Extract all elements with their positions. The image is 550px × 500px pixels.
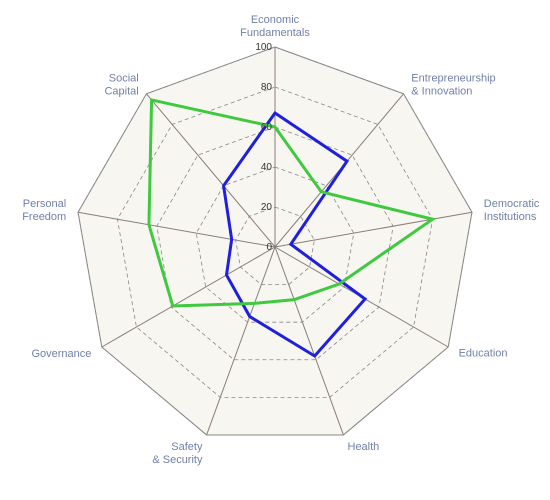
axis-label-line: Democratic	[484, 198, 540, 210]
axis-spoke	[274, 246, 344, 436]
tick-label: 100	[255, 42, 272, 53]
axis-label-line: Education	[459, 348, 508, 360]
grid-ring	[235, 206, 315, 285]
axis-spoke	[101, 246, 276, 348]
tick-label: 60	[261, 122, 273, 133]
tick-label: 80	[261, 82, 273, 93]
series-layer	[147, 98, 437, 358]
axis-label-line: Social	[109, 73, 139, 85]
series-line-1	[222, 110, 368, 358]
axis-label-line: Personal	[23, 198, 66, 210]
axis-label: Safety & Security	[152, 441, 203, 466]
axis-label-line: & Innovation	[411, 86, 472, 98]
axis-label-line: Economic	[251, 14, 300, 26]
axis-label-line: Freedom	[22, 211, 66, 223]
axis-label: Social Capital	[104, 73, 138, 98]
grid-ring	[195, 166, 355, 323]
tick-label: 20	[261, 202, 273, 213]
tick-layer: 0 20 40 60 80 100	[255, 42, 272, 253]
axis-label: Personal Freedom	[22, 198, 66, 223]
axis-label: Governance	[31, 348, 91, 360]
series-line-2	[147, 98, 437, 308]
axis-label-line: Fundamentals	[240, 27, 310, 39]
axis-label: Health	[348, 441, 380, 453]
axis-label: Education	[459, 348, 508, 360]
tick-label: 40	[261, 162, 273, 173]
grid-ring-outer	[77, 46, 473, 436]
axis-spoke	[146, 93, 276, 248]
axis-spoke	[77, 211, 276, 248]
axis-label-line: Health	[348, 441, 380, 453]
axis-label: Entrepreneurship & Innovation	[411, 73, 495, 98]
axis-label-layer: Economic Fundamentals Entrepreneurship & In…	[22, 14, 540, 466]
axis-spoke	[206, 246, 276, 436]
axis-label-line: Institutions	[484, 211, 537, 223]
axis-spoke	[274, 211, 473, 248]
axis-label-line: Governance	[31, 348, 91, 360]
axis-label-line: Entrepreneurship	[411, 73, 495, 85]
axis-label: Democratic Institutions	[484, 198, 540, 223]
grid-ring	[117, 86, 433, 398]
axis-label: Economic Fundamentals	[240, 14, 310, 39]
axis-label-line: Capital	[104, 86, 138, 98]
axis-label-line: Safety	[171, 441, 203, 453]
tick-label: 0	[266, 242, 272, 253]
axis-label-line: & Security	[152, 454, 203, 466]
grid-layer	[77, 46, 473, 436]
